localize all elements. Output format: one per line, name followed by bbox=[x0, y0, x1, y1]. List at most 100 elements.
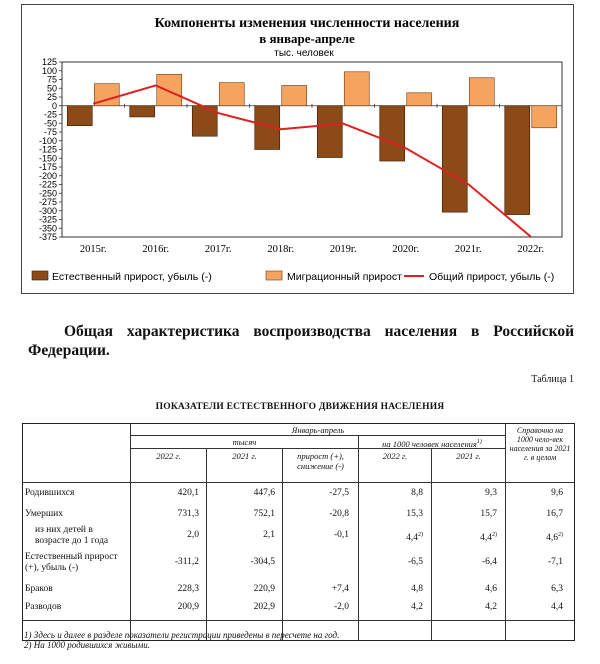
rule bbox=[23, 482, 574, 483]
rule bbox=[358, 435, 359, 640]
chart-svg: Компоненты изменения численности населен… bbox=[31, 16, 563, 283]
y-tick-label: -350 bbox=[39, 223, 57, 233]
y-tick-label: 125 bbox=[42, 57, 57, 67]
bar-migration-growth bbox=[281, 85, 308, 107]
y-tick-label: -325 bbox=[39, 215, 57, 225]
chart-bars bbox=[66, 71, 558, 215]
table-cell: -6,4 bbox=[481, 557, 497, 567]
x-tick-label: 2020г. bbox=[392, 244, 419, 255]
table-cell: 9,6 bbox=[551, 488, 563, 498]
chart-subtitle: в январе-апреле bbox=[259, 31, 355, 46]
y-tick-label: 25 bbox=[47, 92, 57, 102]
chart-line bbox=[92, 84, 532, 238]
rule bbox=[282, 448, 283, 640]
row-label: Естественный прирост (+), убыль (-) bbox=[25, 552, 118, 573]
footnotes: 1) Здесь и далее в разделе показатели ре… bbox=[24, 630, 339, 650]
bar-natural-growth bbox=[379, 105, 406, 162]
table-cell: 4,42) bbox=[406, 532, 423, 544]
header-2021-rate: 2021 г. bbox=[456, 451, 481, 461]
y-tick-label: 100 bbox=[42, 66, 57, 76]
bar-migration-growth bbox=[531, 105, 558, 129]
table-cell: 4,8 bbox=[411, 584, 423, 594]
table-cell: +7,4 bbox=[331, 584, 349, 594]
table-cell: 16,7 bbox=[546, 509, 563, 519]
legend-label-migration: Миграционный прирост bbox=[287, 271, 402, 283]
header-thousands: тысяч bbox=[232, 437, 257, 447]
header-2022: 2022 г. bbox=[156, 451, 181, 461]
header-reference: Справочно на 1000 чело-век населения за … bbox=[509, 426, 571, 462]
y-tick-label: -150 bbox=[39, 153, 57, 163]
header-change: прирост (+), снижение (-) bbox=[297, 451, 344, 471]
footnote-2: 2) На 1000 родившихся живыми. bbox=[24, 640, 150, 650]
table-cell: 6,3 bbox=[551, 584, 563, 594]
table-cell: -7,1 bbox=[547, 557, 563, 567]
y-tick-label: 75 bbox=[47, 75, 57, 85]
table-cell: -311,2 bbox=[174, 557, 199, 567]
table-cell: 2,0 bbox=[187, 530, 199, 540]
table-cell: -6,5 bbox=[407, 557, 423, 567]
y-tick-label: -250 bbox=[39, 188, 57, 198]
chart-units: тыс. человек bbox=[274, 48, 334, 59]
rule bbox=[130, 424, 131, 640]
y-tick-label: -375 bbox=[39, 232, 57, 242]
table-cell: -2,0 bbox=[333, 602, 349, 612]
y-tick-label: -75 bbox=[44, 127, 57, 137]
table-cell: 200,9 bbox=[177, 602, 199, 612]
table-cell: -20,8 bbox=[329, 509, 349, 519]
y-tick-label: -275 bbox=[39, 197, 57, 207]
legend-swatch-migration bbox=[265, 270, 283, 281]
footnote-1: 1) Здесь и далее в разделе показатели ре… bbox=[24, 630, 340, 640]
legend-label-natural: Естественный прирост, убыль (-) bbox=[52, 271, 212, 283]
y-tick-label: -50 bbox=[44, 118, 57, 128]
y-tick-label: -25 bbox=[44, 110, 57, 120]
table-cell: 202,9 bbox=[253, 602, 275, 612]
table-cell: 420,1 bbox=[177, 488, 199, 498]
table-cell: 15,7 bbox=[480, 509, 497, 519]
x-tick-label: 2019г. bbox=[330, 244, 357, 255]
row-label: Родившихся bbox=[25, 488, 75, 498]
table-cell: -304,5 bbox=[250, 557, 275, 567]
bar-natural-growth bbox=[316, 105, 343, 158]
section-heading: Общая характеристика воспроизводства нас… bbox=[28, 323, 574, 359]
bar-natural-growth bbox=[129, 105, 156, 118]
table-cell: -0,1 bbox=[333, 530, 349, 540]
bar-migration-growth bbox=[156, 73, 183, 107]
header-2021: 2021 г. bbox=[232, 451, 257, 461]
bar-migration-growth bbox=[468, 77, 495, 107]
table-cell: 220,9 bbox=[253, 584, 275, 594]
legend-swatch-natural bbox=[31, 270, 49, 281]
bar-migration-growth bbox=[93, 83, 120, 107]
y-tick-label: 0 bbox=[52, 101, 57, 111]
header-2022-rate: 2022 г. bbox=[382, 451, 408, 461]
table-cell: -27,5 bbox=[329, 488, 349, 498]
y-tick-label: -300 bbox=[39, 206, 57, 216]
table-cell: 9,3 bbox=[485, 488, 497, 498]
table-cell: 4,42) bbox=[480, 532, 497, 544]
table-cell: 228,3 bbox=[177, 584, 199, 594]
y-tick-label: -200 bbox=[39, 171, 57, 181]
header-group: Январь-апрель bbox=[291, 425, 345, 435]
line-total-growth bbox=[92, 84, 532, 238]
bar-natural-growth bbox=[441, 105, 468, 213]
population-chart: Компоненты изменения численности населен… bbox=[21, 4, 574, 294]
y-tick-label: -225 bbox=[39, 180, 57, 190]
bar-natural-growth bbox=[66, 105, 93, 127]
y-tick-label: -175 bbox=[39, 162, 57, 172]
chart-legend: Естественный прирост, убыль (-) Миграцион… bbox=[31, 270, 554, 283]
x-tick-label: 2016г. bbox=[142, 244, 169, 255]
bar-migration-growth bbox=[406, 92, 433, 107]
bar-migration-growth bbox=[218, 82, 245, 107]
row-label: из них детей в возрасте до 1 года bbox=[35, 525, 109, 546]
table-cell: 4,6 bbox=[485, 584, 497, 594]
row-label: Браков bbox=[25, 584, 53, 594]
x-tick-label: 2015г. bbox=[80, 244, 107, 255]
row-label: Умерших bbox=[25, 509, 64, 519]
x-tick-label: 2021г. bbox=[455, 244, 482, 255]
x-tick-label: 2018г. bbox=[267, 244, 294, 255]
table-cell: 731,3 bbox=[177, 509, 199, 519]
rule bbox=[130, 448, 505, 449]
header-per1000: на 1000 человек населения1) bbox=[382, 438, 482, 449]
stats-table: Январь-апрель тысяч на 1000 человек насе… bbox=[22, 423, 575, 641]
y-tick-label: -100 bbox=[39, 136, 57, 146]
table-cell: 752,1 bbox=[253, 509, 275, 519]
